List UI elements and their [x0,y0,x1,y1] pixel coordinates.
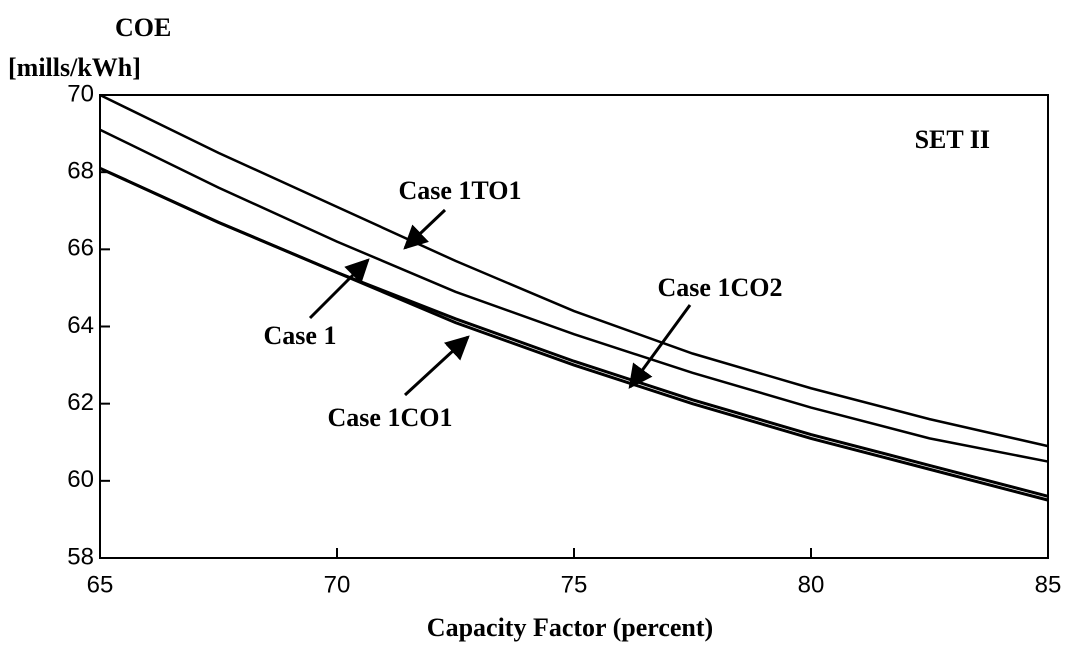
line [99,93,1049,448]
y-axis-title: COE [115,13,171,42]
arrow [403,208,447,250]
annotation: SET II [915,125,990,154]
y-tick-label: 60 [67,466,94,493]
series-label: Case 1 [264,321,337,350]
x-tick-label: 65 [87,571,114,598]
series-label: Case 1TO1 [398,176,521,205]
line [99,128,1049,463]
y-axis-title: [mills/kWh] [8,53,141,82]
series-label: Case 1CO1 [328,403,453,432]
y-tick-label: 68 [67,158,94,185]
x-tick-label: 75 [561,571,588,598]
x-tick-label: 85 [1035,571,1062,598]
x-axis-title: Capacity Factor (percent) [427,613,713,642]
series-label: Case 1CO2 [658,273,783,302]
x-tick-label: 80 [798,571,825,598]
arrow [308,258,370,320]
y-tick-label: 66 [67,235,94,262]
x-tick-label: 70 [324,571,351,598]
y-tick-label: 58 [67,543,94,570]
y-tick-label: 64 [67,312,94,339]
arrow [628,304,692,389]
arrow [403,335,470,397]
y-tick-label: 62 [67,389,94,416]
y-tick-label: 70 [67,80,94,107]
line [99,166,1049,498]
